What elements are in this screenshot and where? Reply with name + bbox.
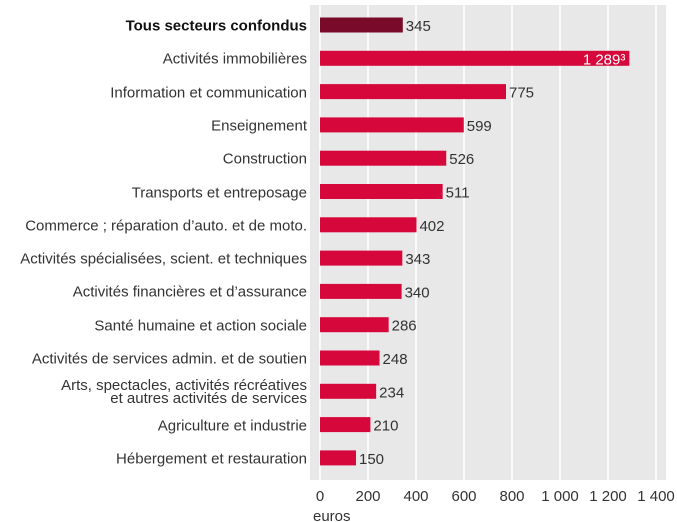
value-label: 511 [446,184,470,201]
bar [320,317,389,333]
value-label: 248 [383,351,408,368]
category-label: Commerce ; réparation d’auto. et de moto… [25,217,307,235]
bar [320,217,417,233]
bar [320,117,464,133]
category-label: Activités spécialisées, scient. et techn… [20,250,307,268]
value-label: 599 [467,118,492,135]
value-label: 526 [449,151,474,168]
plot-background [310,5,666,480]
bar [320,450,356,466]
x-tick-label: 1 000 [541,488,579,505]
bar [320,84,506,100]
x-tick-label: 600 [451,488,476,505]
value-label: 234 [379,384,404,401]
x-tick-label: 200 [355,488,380,505]
value-label: 340 [405,284,430,301]
bar [320,150,447,166]
category-label: Activités financières et d’assurance [72,283,307,301]
value-label: 150 [359,451,384,468]
x-tick-label: 1 400 [637,488,675,505]
value-label: 210 [373,418,398,435]
x-axis-label: euros [313,508,351,522]
x-tick-label: 800 [499,488,524,505]
bar [320,250,403,266]
bar [320,383,377,399]
bar [320,350,380,366]
category-label: Hébergement et restauration [116,450,307,468]
category-label: Construction [222,150,307,168]
category-label: Arts, spectacles, activités récréatives … [61,377,307,408]
x-tick-label: 400 [403,488,428,505]
category-label: Information et communication [110,84,307,102]
x-tick-label: 0 [316,488,324,505]
value-label: 1 289³ [583,51,626,68]
value-label: 345 [406,18,431,35]
bar [320,184,443,199]
category-label: Santé humaine et action sociale [94,317,307,335]
value-label: 775 [509,85,534,102]
category-label: Activités immobilières [162,50,307,68]
value-label: 286 [392,318,417,335]
bar [320,417,371,433]
bar [320,283,402,299]
category-label: Enseignement [211,117,307,135]
bar [320,50,630,66]
category-label: Transports et entreposage [131,184,307,201]
value-label: 343 [405,251,430,268]
category-label: Agriculture et industrie [157,417,307,435]
category-label: Tous secteurs confondus [125,17,307,35]
value-label: 402 [419,218,444,235]
bar [320,17,403,33]
x-tick-label: 1 200 [589,488,627,505]
category-label: Activités de services admin. et de souti… [31,350,307,368]
